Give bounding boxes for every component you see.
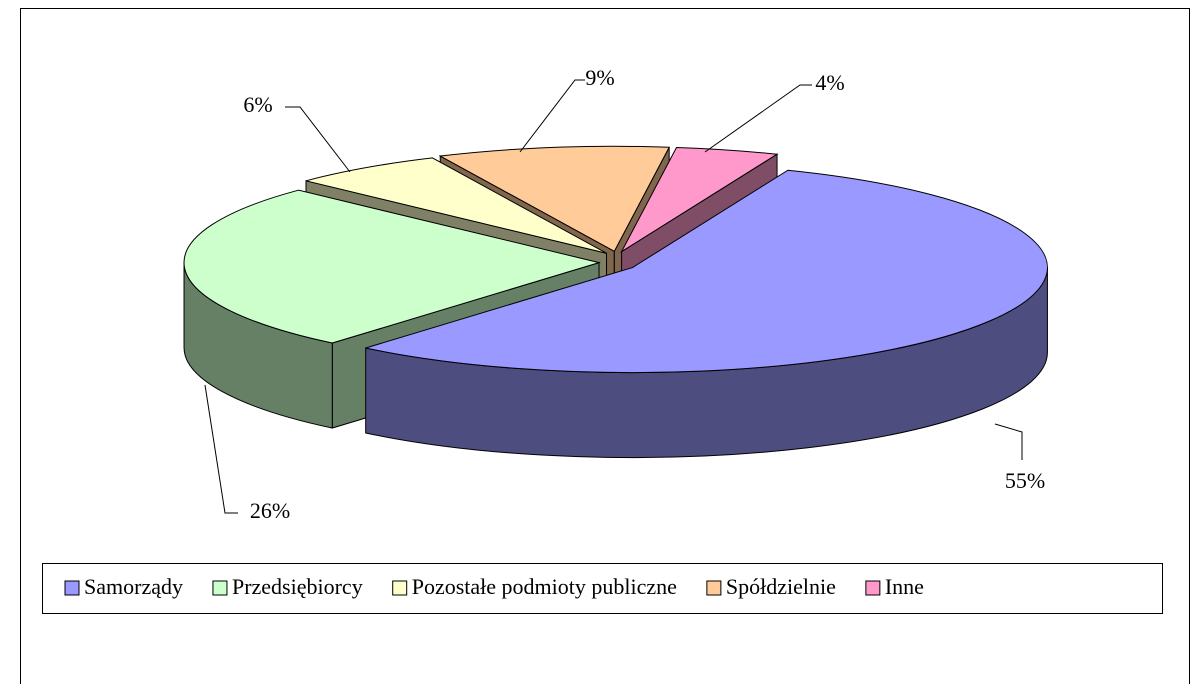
- legend-swatch: [64, 580, 80, 596]
- legend-label: Pozostałe podmioty publiczne: [412, 574, 677, 599]
- slice-top: [183, 189, 601, 344]
- slice-top: [305, 157, 607, 254]
- legend-swatch: [212, 580, 228, 596]
- legend-label: Inne: [885, 574, 924, 599]
- slice-top: [438, 145, 671, 253]
- data-label: 4%: [815, 70, 844, 95]
- legend-label: Przedsiębiorcy: [232, 574, 363, 599]
- leader-line: [519, 79, 585, 153]
- data-label: 6%: [243, 92, 272, 117]
- legend: Samorządy Przedsiębiorcy Pozostałe podmiot…: [64, 574, 924, 599]
- data-label: 26%: [250, 498, 290, 523]
- slice-top: [620, 146, 779, 253]
- legend-label: Spółdzielnie: [726, 574, 836, 599]
- data-label: 9%: [585, 65, 614, 90]
- labels: 55% 26% 6% 9% 4%: [204, 65, 1045, 523]
- slice-top: [365, 169, 1048, 374]
- pie: [183, 145, 1048, 459]
- leader-line: [994, 423, 1023, 460]
- legend-box: [42, 563, 1163, 614]
- data-label: 55%: [1005, 468, 1045, 493]
- leader-line: [285, 106, 351, 173]
- legend-label: Samorządy: [84, 574, 183, 599]
- legend-swatch: [865, 580, 881, 596]
- leader-line: [204, 384, 238, 514]
- slice: [365, 169, 1048, 459]
- legend-swatch: [392, 580, 408, 596]
- legend-swatch: [706, 580, 722, 596]
- leader-line: [704, 84, 812, 153]
